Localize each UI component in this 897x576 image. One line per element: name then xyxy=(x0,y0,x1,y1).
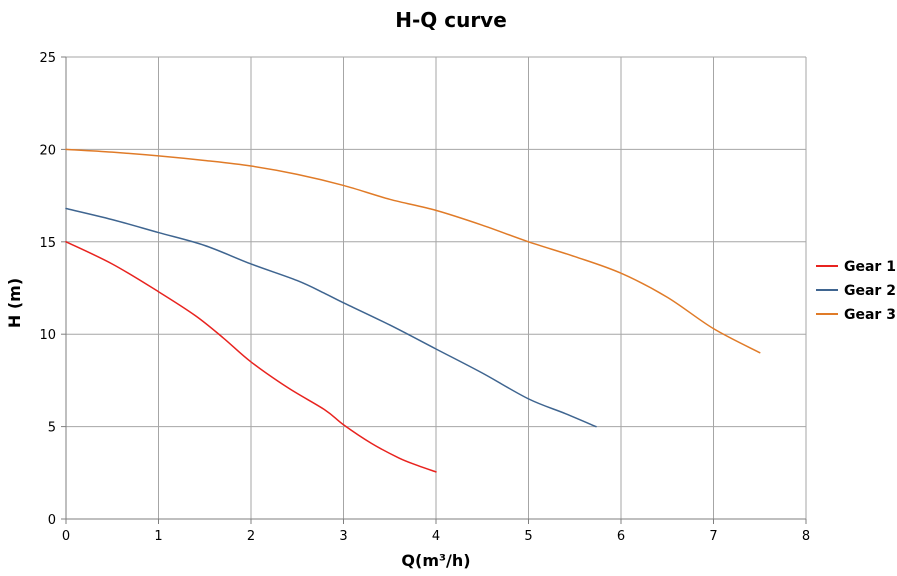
series-line-gear-3 xyxy=(65,148,761,354)
x-tick-label: 2 xyxy=(247,529,255,544)
series-line-gear-1 xyxy=(65,241,437,473)
series-lines xyxy=(65,148,761,473)
series-line-gear-2 xyxy=(65,207,597,428)
y-tick-label: 10 xyxy=(39,328,56,343)
chart-title: H-Q curve xyxy=(395,8,507,32)
grid-lines xyxy=(61,56,807,524)
legend-label-gear-3: Gear 3 xyxy=(844,307,896,323)
legend-label-gear-2: Gear 2 xyxy=(844,283,896,299)
x-tick-label: 7 xyxy=(709,529,717,544)
y-tick-label: 0 xyxy=(48,513,56,528)
tick-labels: 0 1 2 3 4 5 6 7 8 0 5 10 15 20 25 xyxy=(39,51,810,544)
x-tick-label: 0 xyxy=(62,529,70,544)
y-tick-label: 15 xyxy=(39,236,56,251)
x-tick-label: 5 xyxy=(524,529,532,544)
y-axis-label: H (m) xyxy=(5,278,24,328)
y-tick-label: 25 xyxy=(39,51,56,66)
x-tick-label: 1 xyxy=(154,529,162,544)
x-tick-label: 3 xyxy=(339,529,347,544)
x-tick-label: 6 xyxy=(617,529,625,544)
legend: Gear 1 Gear 2 Gear 3 xyxy=(816,259,896,323)
y-tick-label: 5 xyxy=(48,421,56,436)
legend-label-gear-1: Gear 1 xyxy=(844,259,896,275)
x-tick-label: 8 xyxy=(802,529,810,544)
x-tick-label: 4 xyxy=(432,529,440,544)
x-axis-label: Q(m³/h) xyxy=(401,551,470,570)
y-tick-label: 20 xyxy=(39,143,56,158)
